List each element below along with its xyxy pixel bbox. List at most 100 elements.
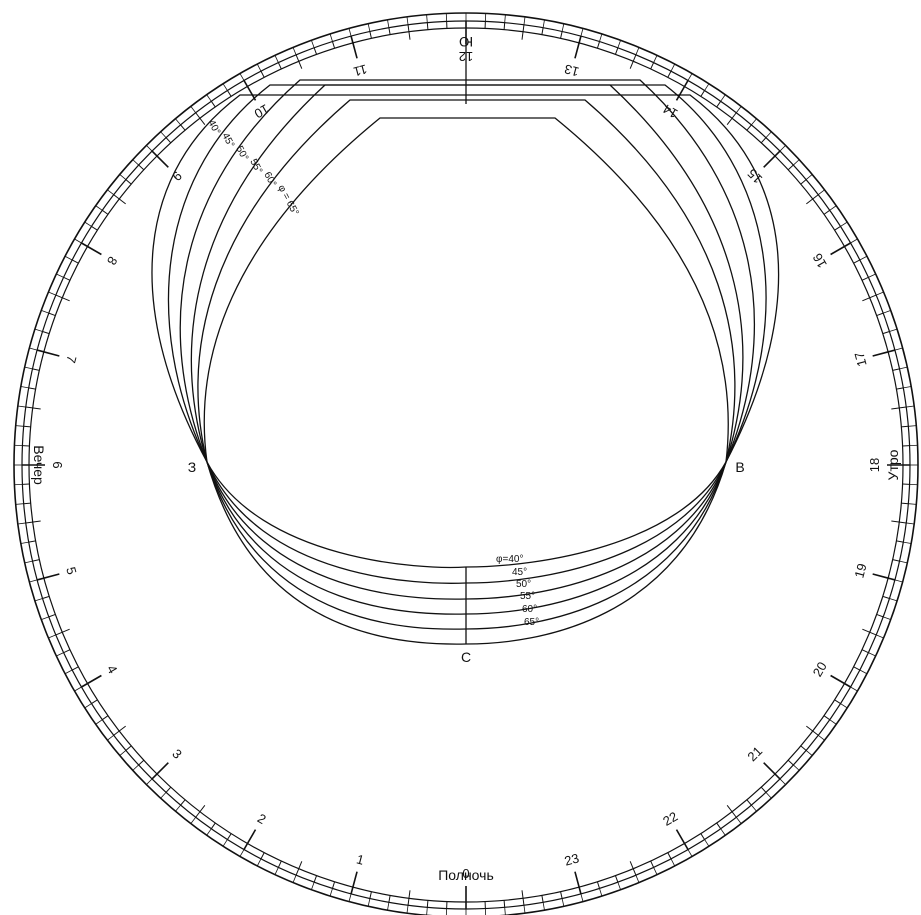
outer-tick <box>859 669 868 675</box>
hour-label-13: 13 <box>563 61 581 79</box>
minute-tick <box>503 900 506 908</box>
outer-tick <box>387 19 390 28</box>
hour-label-11: 11 <box>352 61 369 79</box>
minute-tick <box>25 520 41 524</box>
minute-tick <box>667 852 672 860</box>
outer-tick <box>889 328 898 332</box>
minute-tick <box>426 900 429 908</box>
minute-tick <box>23 502 31 505</box>
minute-tick <box>32 368 40 371</box>
latitude-label-55-lower: 55° <box>520 591 535 602</box>
hour-label-6: 6 <box>50 461 65 468</box>
outer-tick <box>883 310 891 314</box>
outer-tick <box>17 405 26 408</box>
outer-tick <box>24 366 33 370</box>
outer-tick <box>894 579 903 583</box>
outer-tick <box>859 255 868 261</box>
outer-tick <box>765 792 772 799</box>
outer-tick <box>818 734 825 741</box>
minute-tick <box>541 27 544 35</box>
outer-tick <box>24 560 33 564</box>
outer-tick <box>670 63 676 72</box>
outer-tick <box>818 189 825 196</box>
minute-tick <box>25 406 41 410</box>
outer-tick <box>406 905 409 914</box>
hour-tick <box>81 674 102 688</box>
minute-tick <box>71 666 79 671</box>
outer-tick <box>908 503 917 505</box>
arc-60-upper <box>197 99 736 463</box>
outer-tick <box>132 159 139 166</box>
hour-label-10: 10 <box>252 101 272 121</box>
outer-tick <box>687 849 693 857</box>
south-label: Ю <box>459 34 473 50</box>
hour-tick <box>36 573 60 581</box>
outer-tick <box>899 560 908 564</box>
minute-tick <box>55 628 70 636</box>
outer-tick <box>175 804 181 812</box>
minute-tick <box>823 715 830 721</box>
outer-tick <box>599 888 603 897</box>
outer-tick <box>903 386 912 389</box>
minute-tick <box>700 833 705 840</box>
minute-tick <box>800 745 807 751</box>
hour-tick <box>675 829 689 850</box>
minute-tick <box>63 649 71 654</box>
morning-label: Утро <box>885 449 901 480</box>
outer-tick <box>64 255 73 261</box>
outer-tick <box>779 145 786 152</box>
outer-tick <box>561 898 565 907</box>
outer-tick <box>735 817 742 824</box>
minute-tick <box>760 137 767 144</box>
outer-tick <box>908 425 917 427</box>
minute-tick <box>125 179 132 185</box>
minute-tick <box>313 875 318 883</box>
outer-tick <box>670 858 676 867</box>
outer-tick <box>41 616 49 620</box>
minute-tick <box>834 699 841 704</box>
minute-tick <box>91 226 98 231</box>
minute-tick <box>901 425 909 428</box>
outer-tick <box>426 907 428 915</box>
minute-tick <box>596 881 600 889</box>
outer-tick <box>868 652 876 657</box>
minute-tick <box>277 860 282 868</box>
hour-label-16: 16 <box>810 251 830 271</box>
outer-tick <box>387 902 390 911</box>
minute-tick <box>369 31 372 39</box>
outer-tick <box>64 669 73 675</box>
hour-label-0: 0 <box>462 866 469 881</box>
latitude-value-40-lower: 40° <box>508 554 523 565</box>
outer-tick <box>599 33 603 42</box>
outer-tick <box>20 386 29 389</box>
outer-tick <box>635 875 640 883</box>
minute-tick <box>891 406 907 410</box>
outer-tick <box>504 907 506 915</box>
minute-tick <box>560 891 563 899</box>
minute-tick <box>861 276 869 281</box>
side-labels: Полночь Утро Вечер <box>31 445 901 883</box>
outer-tick <box>48 634 56 639</box>
outer-tick <box>119 750 127 756</box>
latitude-label-50-lower: 50° <box>516 579 531 590</box>
outer-tick <box>107 734 114 741</box>
minute-tick <box>165 137 172 144</box>
minute-tick <box>48 613 56 618</box>
latitude-label-60-lower: 60° <box>522 604 537 615</box>
minute-tick <box>667 70 672 78</box>
outer-tick <box>426 14 428 23</box>
outer-tick <box>256 858 262 867</box>
minute-tick <box>862 628 877 636</box>
outer-tick <box>617 40 621 48</box>
minute-tick <box>834 226 841 231</box>
minute-tick <box>614 47 619 55</box>
outer-tick <box>850 686 858 692</box>
outer-tick <box>805 174 813 180</box>
minute-tick <box>332 881 336 889</box>
minute-tick <box>853 259 861 264</box>
outer-tick <box>34 328 43 332</box>
outer-tick <box>190 106 197 113</box>
outer-tick <box>274 867 279 875</box>
minute-tick <box>227 90 232 97</box>
